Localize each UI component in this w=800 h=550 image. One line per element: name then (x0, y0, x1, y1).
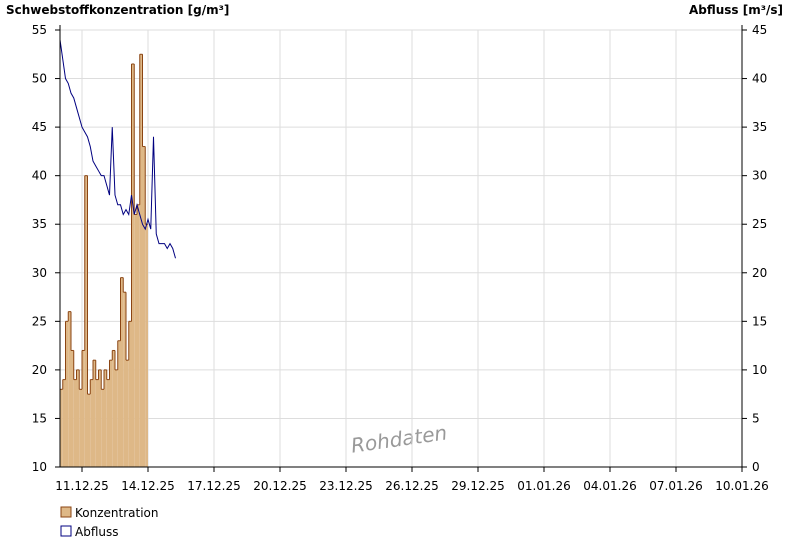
bar (101, 389, 104, 467)
bar (87, 394, 91, 467)
bar (76, 369, 80, 467)
bar (65, 321, 69, 467)
legend-swatch (60, 525, 72, 537)
bar (123, 292, 126, 467)
x-tick-label: 29.12.25 (451, 479, 504, 493)
bar (98, 369, 102, 467)
bar (104, 369, 107, 467)
x-tick-label: 04.01.26 (583, 479, 636, 493)
y2-tick-label: 5 (752, 411, 760, 425)
y-tick-label: 50 (32, 72, 47, 86)
bar (79, 389, 82, 467)
y2-axis-title: Abfluss [m³/s] (689, 3, 783, 17)
bar (131, 63, 135, 467)
y2-tick-label: 10 (752, 363, 767, 377)
y2-tick-label: 30 (752, 169, 767, 183)
bar (117, 340, 121, 467)
watermark: Rohdaten (350, 420, 449, 457)
bar (82, 350, 85, 467)
x-tick-label: 11.12.25 (55, 479, 108, 493)
bar (142, 146, 146, 468)
x-tick-label: 17.12.25 (187, 479, 240, 493)
y2-tick-label: 45 (752, 23, 767, 37)
line (59, 39, 176, 259)
y-tick-label: 55 (32, 23, 47, 37)
bar (90, 379, 93, 467)
y2-tick-label: 25 (752, 217, 767, 231)
y-axis-title: Schwebstoffkonzentration [g/m³] (6, 3, 229, 17)
y-tick-label: 15 (32, 411, 47, 425)
bar (84, 175, 88, 467)
bar (93, 360, 96, 467)
x-tick-label: 26.12.25 (385, 479, 438, 493)
x-tick-label: 10.01.26 (715, 479, 768, 493)
x-tick-label: 20.12.25 (253, 479, 306, 493)
x-tick-label: 07.01.26 (649, 479, 702, 493)
bar (109, 360, 113, 467)
x-tick-label: 01.01.26 (517, 479, 570, 493)
bar (128, 321, 132, 467)
bar (120, 277, 124, 467)
bar (134, 214, 137, 467)
y2-tick-label: 40 (752, 72, 767, 86)
bar (137, 204, 140, 468)
x-tick-label: 14.12.25 (121, 479, 174, 493)
bar (73, 379, 77, 467)
bar (115, 369, 118, 467)
legend-label: Abfluss (75, 525, 119, 539)
y-tick-label: 25 (32, 314, 47, 328)
legend-swatch (60, 506, 72, 518)
legend-label: Konzentration (75, 506, 158, 520)
bar (60, 389, 63, 467)
bar (71, 350, 74, 467)
y2-tick-label: 20 (752, 266, 767, 280)
y-tick-label: 20 (32, 363, 47, 377)
bar (112, 350, 115, 467)
bar (139, 54, 143, 468)
bar (62, 379, 66, 467)
y-tick-label: 10 (32, 460, 47, 474)
bar (126, 360, 129, 467)
x-tick-label: 23.12.25 (319, 479, 372, 493)
bar (145, 224, 148, 467)
y-tick-label: 45 (32, 120, 47, 134)
y-tick-label: 40 (32, 169, 47, 183)
bar (68, 311, 71, 467)
y2-tick-label: 0 (752, 460, 760, 474)
y2-tick-label: 15 (752, 314, 767, 328)
y2-tick-label: 35 (752, 120, 767, 134)
bar (106, 379, 110, 467)
bar (95, 379, 99, 467)
y-tick-label: 30 (32, 266, 47, 280)
y-tick-label: 35 (32, 217, 47, 231)
